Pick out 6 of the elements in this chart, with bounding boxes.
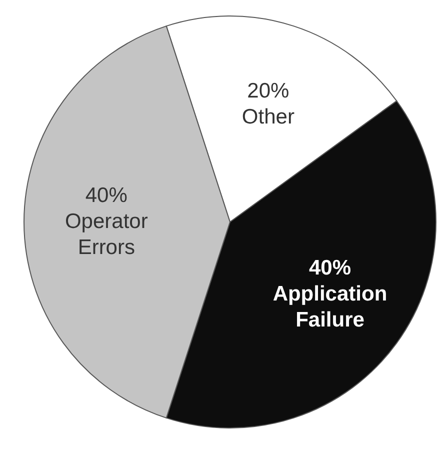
data-label: 40% xyxy=(308,256,352,280)
data-label: 40% xyxy=(85,184,128,207)
data-label: 20% xyxy=(247,78,290,102)
slice-label: Operator Errors xyxy=(64,210,148,259)
slice-label: Application Failure xyxy=(272,282,388,332)
slice-label: Other xyxy=(242,104,294,128)
